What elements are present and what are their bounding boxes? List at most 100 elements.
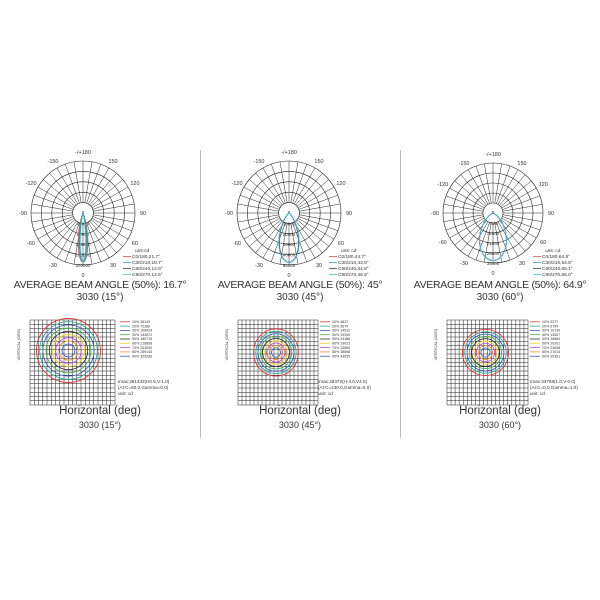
isolux-contour	[464, 331, 507, 374]
polar-angle-label: 30	[316, 263, 322, 269]
polar-ring-label: 28000	[487, 251, 500, 256]
polar-angle-label: -150	[458, 161, 469, 167]
polar-angle-label: 150	[314, 159, 323, 165]
isolux-contour	[257, 333, 295, 372]
polar-ring-label: 10000	[283, 221, 296, 226]
isolux-contour	[475, 342, 496, 363]
polar-spoke	[90, 219, 123, 247]
polar-spoke	[497, 221, 519, 257]
isolux-legend-label: 20% 72286	[132, 324, 150, 328]
polar-spoke	[56, 167, 79, 205]
polar-spoke	[73, 161, 82, 203]
polar-angle-label: -/+180	[75, 150, 91, 156]
polar-spoke	[34, 216, 74, 232]
legend-curve-label: C90/270,65.0°	[542, 272, 573, 278]
polar-ring	[278, 202, 300, 224]
isolux-legend-label: 30% 14512	[332, 329, 350, 333]
polar-spoke	[500, 180, 532, 207]
isolux-legend-label: 70% 23638	[542, 346, 560, 350]
legend-curve-label: C0/180,21.7°	[132, 254, 160, 260]
polar-spoke	[502, 195, 541, 210]
polar-spoke	[467, 169, 489, 205]
polar-angle-label: 0	[287, 273, 290, 279]
unit-label: unit:cd	[135, 248, 149, 254]
polar-spoke	[499, 174, 526, 206]
polar-spoke	[496, 165, 511, 204]
isolux-legend-label: 40% 144572	[132, 333, 152, 337]
polar-ring-label: 50000	[283, 263, 296, 268]
polar-spoke	[494, 222, 502, 263]
isolux-contour	[39, 321, 98, 380]
polar-spoke	[494, 163, 502, 204]
polar-spoke	[293, 167, 316, 205]
legend-curve-label: C90/270,46.8°	[338, 272, 369, 278]
polar-angle-label: -30	[255, 263, 263, 269]
polar-spoke	[43, 179, 76, 207]
polar-angle-label: -60	[233, 241, 241, 247]
polar-ring-label: 160000	[75, 253, 91, 258]
polar-spoke	[89, 173, 117, 206]
beam-angle-text: AVERAGE BEAM ANGLE (50%): 64.9°	[413, 279, 587, 291]
polar-center-label: 0	[82, 210, 85, 215]
isolux-legend-label: 80% 38698	[332, 350, 350, 354]
model-label-isolux: 3030 (15°)	[78, 420, 122, 430]
polar-spoke	[86, 222, 102, 262]
imax-info: (At:C=60.0,Gamma=0.0)	[118, 385, 169, 390]
polar-angle-label: 90	[140, 211, 146, 217]
polar-spoke	[43, 219, 76, 247]
imax-info: Imax:361432(H0.5,V-1.0)	[118, 379, 170, 384]
polar-angle-label: 90	[548, 211, 554, 217]
polar-spoke	[49, 173, 77, 206]
polar-spoke	[454, 180, 486, 207]
polar-spoke	[484, 222, 492, 263]
polar-spoke	[34, 194, 74, 210]
isolux-contour	[266, 342, 286, 363]
isolux-contour	[268, 344, 284, 361]
isolux-contour	[462, 329, 509, 376]
polar-spoke	[292, 164, 308, 204]
isolux-contour	[55, 337, 82, 364]
legend-curve-label: C30/210,18.7°	[132, 260, 163, 266]
polar-angle-label: 90	[346, 211, 352, 217]
polar-spoke	[64, 164, 80, 204]
isolux-contour	[466, 333, 505, 372]
polar-spoke	[262, 167, 285, 205]
polar-angle-label: 0	[491, 271, 494, 277]
polar-spoke	[500, 219, 532, 246]
polar-spoke	[249, 179, 282, 207]
polar-spoke	[501, 217, 537, 239]
polar-spoke	[255, 173, 283, 206]
polar-angle-label: 120	[336, 181, 345, 187]
panel-15deg: -/+180 150 120 90 60 30 0 -30 -60 -90 -120 -150 4000…	[0, 150, 200, 440]
polar-ring-label: 30000	[283, 242, 296, 247]
polar-spoke	[449, 217, 485, 239]
polar-angle-label: -90	[225, 211, 233, 217]
isolux-legend-label: 60% 20261	[542, 342, 560, 346]
isolux-contour	[48, 330, 89, 371]
polar-angle-label: 150	[517, 161, 526, 167]
imax-info: (At:C=230.0,Gamma=6.0)	[318, 385, 371, 390]
isolux-legend-label: 90% 43535	[332, 354, 350, 358]
isolux-contour	[271, 347, 281, 358]
isolux-contour	[58, 340, 79, 361]
isolux-contour	[61, 343, 76, 358]
isolux-legend-label: 60% 216858	[132, 342, 152, 346]
polar-spoke	[92, 216, 132, 232]
isolux-legend-label: 70% 253000	[132, 346, 152, 350]
isolux-contour	[468, 335, 503, 370]
polar-angle-label: 120	[539, 182, 548, 188]
panel-45deg: -/+180 150 120 90 60 30 0 -30 -60 -90 -120 -150 1000…	[200, 150, 400, 440]
isolux-legend-label: 10% 3377	[542, 320, 558, 324]
polar-spoke	[86, 164, 102, 204]
isolux-legend-label: 10% 4837	[332, 320, 348, 324]
imax-info: Imax:33768(1.0,V-0.0)	[530, 379, 576, 384]
legend-curve-label: C60/240,13.9°	[132, 266, 163, 272]
polar-and-isolux-diagram: -/+180 150 120 90 60 30 0 -30 -60 -90 -120 -150 7000…	[431, 152, 578, 406]
polar-spoke	[443, 204, 484, 212]
model-label-isolux: 3030 (45°)	[278, 420, 322, 430]
polar-spoke	[475, 222, 490, 261]
isolux-contour	[478, 345, 493, 360]
isolux-contour	[253, 328, 299, 377]
polar-and-isolux-diagram: -/+180 150 120 90 60 30 0 -30 -60 -90 -120 -150 1000…	[224, 150, 371, 406]
model-label-isolux: 3030 (60°)	[478, 420, 522, 430]
